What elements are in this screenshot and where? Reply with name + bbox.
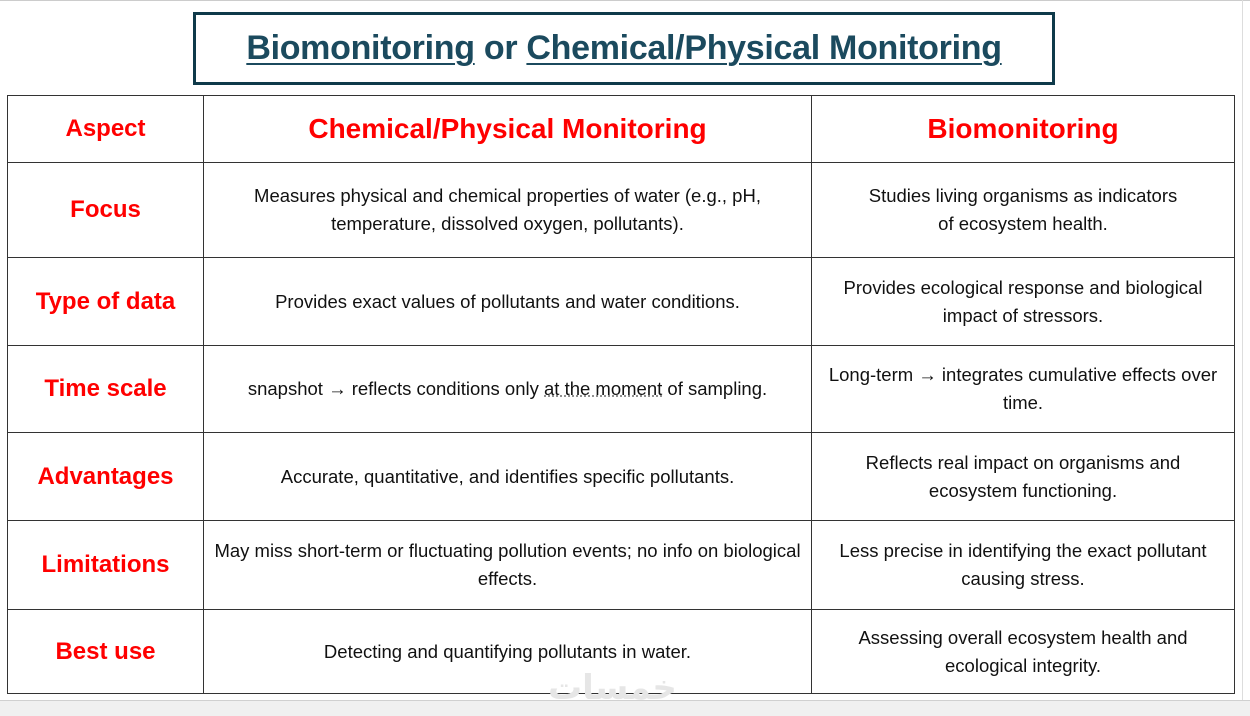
table-row: Advantages Accurate, quantitative, and i…	[7, 432, 1235, 521]
row-bio: Provides ecological response and biologi…	[811, 257, 1235, 346]
table-row: Type of data Provides exact values of po…	[7, 257, 1235, 346]
row-chemical: snapshot → reflects conditions only at t…	[203, 345, 812, 433]
right-divider	[1242, 0, 1243, 700]
time-scale-text-end: of sampling.	[662, 378, 768, 399]
header-chemical: Chemical/Physical Monitoring	[203, 95, 812, 163]
table-row: Focus Measures physical and chemical pro…	[7, 162, 1235, 258]
row-aspect: Best use	[7, 609, 204, 694]
time-scale-text: snapshot → reflects conditions only	[247, 378, 544, 399]
row-bio: Studies living organisms as indicators o…	[811, 162, 1235, 258]
row-bio: Assessing overall ecosystem health and e…	[811, 609, 1235, 694]
row-aspect: Advantages	[7, 432, 204, 521]
watermark: خمسات	[548, 668, 677, 708]
row-chemical: Provides exact values of pollutants and …	[203, 257, 812, 346]
title-connector: or	[474, 29, 527, 67]
row-bio: Long-term → integrates cumulative effect…	[811, 345, 1235, 433]
row-aspect: Focus	[7, 162, 204, 258]
top-divider	[0, 0, 1250, 1]
row-chemical: May miss short-term or fluctuating pollu…	[203, 520, 812, 610]
row-chemical: Accurate, quantitative, and identifies s…	[203, 432, 812, 521]
page-title: Biomonitoring or Chemical/Physical Monit…	[246, 29, 1002, 68]
title-box: Biomonitoring or Chemical/Physical Monit…	[193, 12, 1055, 85]
row-aspect: Type of data	[7, 257, 204, 346]
bottom-bar	[0, 700, 1250, 716]
title-part-chemical: Chemical/Physical Monitoring	[526, 29, 1002, 67]
row-bio: Less precise in identifying the exact po…	[811, 520, 1235, 610]
row-aspect: Limitations	[7, 520, 204, 610]
row-bio: Reflects real impact on organisms and ec…	[811, 432, 1235, 521]
header-bio: Biomonitoring	[811, 95, 1235, 163]
comparison-table: Aspect Chemical/Physical Monitoring Biom…	[7, 95, 1235, 694]
row-chemical: Detecting and quantifying pollutants in …	[203, 609, 812, 694]
header-aspect: Aspect	[7, 95, 204, 163]
table-row: Best use Detecting and quantifying pollu…	[7, 609, 1235, 694]
spellcheck-underlined-text: at the moment	[544, 378, 663, 399]
table-header-row: Aspect Chemical/Physical Monitoring Biom…	[7, 95, 1235, 163]
row-chemical: Measures physical and chemical propertie…	[203, 162, 812, 258]
table-row: Time scale snapshot → reflects condition…	[7, 345, 1235, 433]
title-part-biomonitoring: Biomonitoring	[246, 29, 475, 67]
row-aspect: Time scale	[7, 345, 204, 433]
table-row: Limitations May miss short-term or fluct…	[7, 520, 1235, 610]
